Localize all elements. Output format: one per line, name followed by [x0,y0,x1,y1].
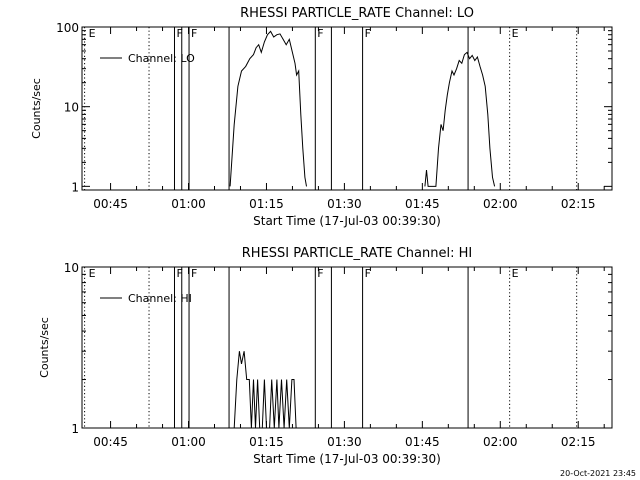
event-marker-label: E [512,27,519,40]
x-tick-label: 02:00 [483,435,518,449]
event-marker-label: F [317,267,323,280]
hi-channel-panel: RHESSI PARTICLE_RATE Channel: HI Start Ti… [38,246,613,466]
event-marker-label: E [89,267,96,280]
event-marker-label: E [89,27,96,40]
y-axis-label: Counts/sec [30,78,43,139]
x-tick-label: 02:15 [561,435,596,449]
event-marker-label: E [512,267,519,280]
y-tick-label: 100 [56,21,79,35]
x-tick-label: 01:00 [171,197,206,211]
event-marker-label: F [317,27,323,40]
series-line [424,51,496,187]
footer-timestamp: 20-Oct-2021 23:45 [560,469,636,478]
y-tick-label: 10 [64,101,79,115]
x-tick-label: 02:00 [483,197,518,211]
series-line [231,351,297,429]
x-tick-label: 01:45 [405,197,440,211]
y-tick-label: 10 [64,261,79,275]
plot-frame [81,26,613,191]
x-tick-label: 01:30 [327,197,362,211]
event-marker-label: F [191,267,197,280]
x-tick-label: 02:15 [561,197,596,211]
chart-title: RHESSI PARTICLE_RATE Channel: HI [242,246,472,261]
x-tick-label: 01:30 [327,435,362,449]
event-marker-label: F [365,267,371,280]
y-tick-label: 1 [71,422,79,436]
legend-entry: Channel: LO [128,52,195,65]
x-tick-label: 01:00 [171,435,206,449]
legend-entry: Channel: HI [128,292,192,305]
event-marker-label: F [365,27,371,40]
event-marker-label: F [176,267,182,280]
x-axis-label: Start Time (17-Jul-03 00:39:30) [253,214,441,228]
x-tick-label: 01:15 [249,197,284,211]
series-line [229,30,307,187]
chart-title: RHESSI PARTICLE_RATE Channel: LO [240,6,474,21]
y-tick-label: 1 [71,180,79,194]
event-marker-label: F [176,27,182,40]
x-axis-label: Start Time (17-Jul-03 00:39:30) [253,452,441,466]
plot-frame [81,266,613,429]
y-axis-label: Counts/sec [38,317,51,378]
x-tick-label: 01:15 [249,435,284,449]
x-tick-label: 00:45 [93,197,128,211]
x-tick-label: 00:45 [93,435,128,449]
event-marker-label: F [191,27,197,40]
x-tick-label: 01:45 [405,435,440,449]
lo-channel-panel: RHESSI PARTICLE_RATE Channel: LO Start Ti… [30,6,613,228]
